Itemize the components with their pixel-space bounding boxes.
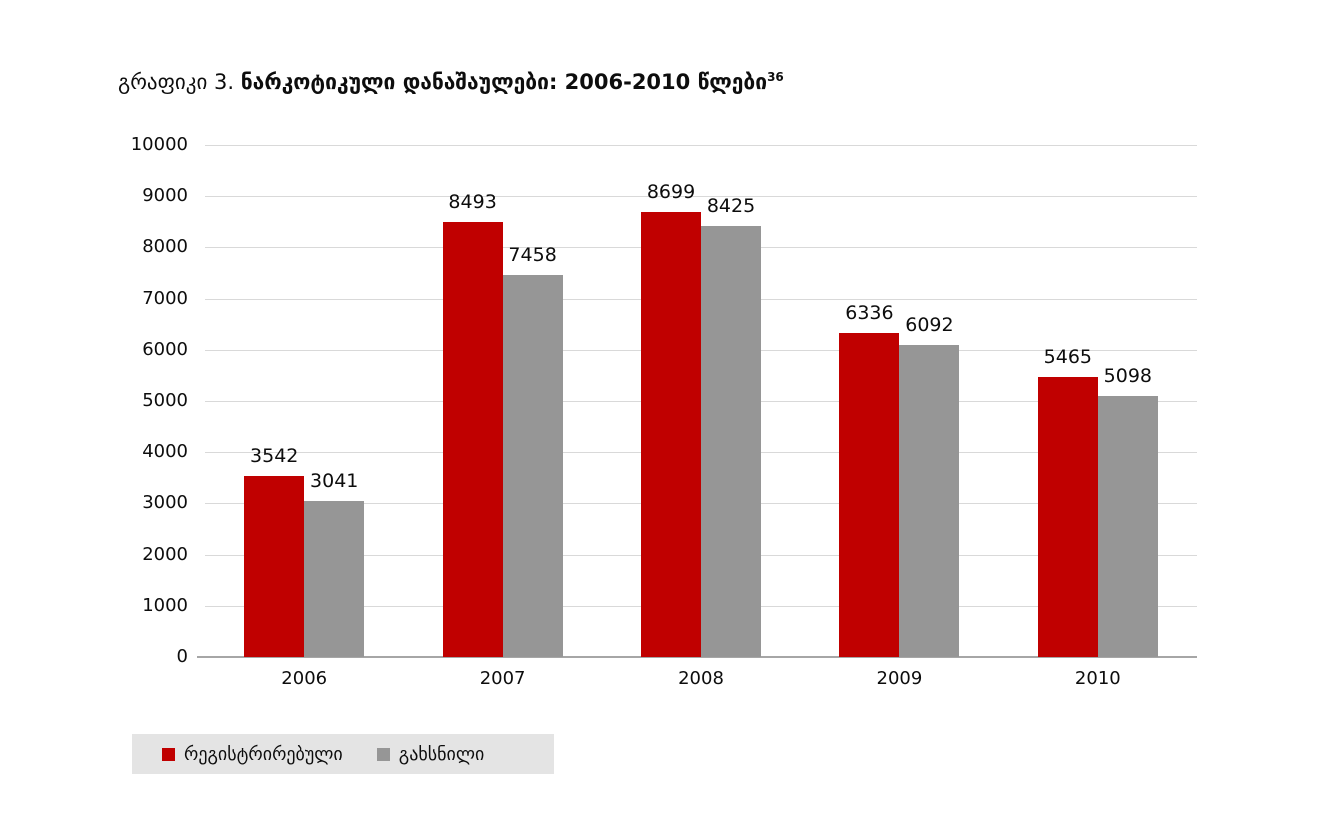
bar-group-2009: 6336 6092 [800, 145, 998, 657]
legend: რეგისტრირებული გახსნილი [132, 734, 554, 774]
y-tick-label-0: 0 [176, 646, 188, 667]
y-tick-label-6000: 6000 [142, 338, 188, 360]
bar-group-2008: 8699 8425 [602, 145, 800, 657]
bar-group-2010: 5465 5098 [999, 145, 1197, 657]
value-label-series1-2006: 3041 [310, 470, 359, 493]
legend-label-series1: გახსნილი [398, 743, 485, 765]
bar-series1-2008: 8425 [701, 195, 762, 657]
gridline-9000 [205, 196, 1197, 198]
bar-group-2006: 3542 3041 [205, 145, 403, 657]
x-tick-label-2010: 2010 [1074, 668, 1121, 689]
x-axis-labels: 2006 2007 2008 2009 2010 [205, 668, 1197, 689]
bar-groups: 3542 3041 8493 7458 8699 8425 6336 6092 5465 5098 [205, 145, 1197, 657]
legend-item-0: რეგისტრირებული [162, 744, 343, 765]
y-tick-label-8000: 8000 [142, 236, 188, 258]
y-tick-label-5000: 5000 [142, 390, 188, 411]
bar-group-2007: 8493 7458 [403, 145, 601, 657]
bar-series0-2006: 3542 [244, 445, 305, 657]
y-tick-label-7000: 7000 [142, 287, 188, 309]
value-label-series0-2006: 3542 [250, 444, 299, 467]
value-label-series0-2010: 5465 [1043, 346, 1093, 369]
legend-swatch-series0 [162, 747, 175, 761]
y-tick-label-10000: 10000 [130, 134, 188, 155]
bar-series0-2010: 5465 [1037, 346, 1098, 657]
bar-series0-2007: 8493 [442, 191, 503, 657]
bar-series1-2009: 6092 [899, 314, 960, 657]
y-tick-label-9000: 9000 [142, 185, 188, 207]
bar-series1-2007: 7458 [502, 244, 563, 657]
bar-series1-2010: 5098 [1097, 365, 1158, 657]
legend-swatch-series1 [376, 747, 390, 761]
chart-title: გრაფიკი 3. ნარკოტიკული დანაშაულები: 2006… [118, 68, 784, 96]
value-label-series1-2009: 6092 [905, 314, 954, 337]
y-tick-label-3000: 3000 [142, 492, 188, 514]
value-label-series0-2008: 8699 [646, 180, 696, 203]
x-tick-label-2008: 2008 [678, 668, 724, 689]
y-tick-label-1000: 1000 [142, 594, 188, 616]
value-label-series0-2009: 6336 [845, 301, 894, 324]
x-tick-label-2009: 2009 [876, 668, 923, 689]
y-tick-label-2000: 2000 [142, 543, 188, 565]
plot-area: 3542 3041 8493 7458 8699 8425 6336 6092 5465 5098 [197, 145, 1197, 658]
legend-label-series0: რეგისტრირებული [184, 743, 343, 765]
bar-series1-2006: 3041 [304, 470, 365, 657]
chart-title-prefix: გრაფიკი 3. [118, 70, 241, 94]
value-label-series1-2008: 8425 [706, 194, 756, 217]
legend-item-1: გახსნილი [376, 743, 485, 765]
chart-title-main: ნარკოტიკული დანაშაულები: 2006-2010 წლები [240, 70, 768, 94]
y-tick-label-4000: 4000 [142, 441, 188, 463]
x-tick-label-2006: 2006 [281, 668, 328, 689]
chart-title-footnote-ref: 36 [767, 70, 784, 84]
bar-series0-2008: 8699 [641, 181, 702, 657]
value-label-series1-2010: 5098 [1103, 364, 1153, 387]
bar-series0-2009: 6336 [839, 302, 900, 657]
value-label-series0-2007: 8493 [448, 191, 497, 214]
x-tick-label-2007: 2007 [479, 668, 526, 689]
value-label-series1-2007: 7458 [508, 244, 557, 267]
gridline-10000 [205, 145, 1197, 146]
x-axis-line [197, 656, 1197, 658]
